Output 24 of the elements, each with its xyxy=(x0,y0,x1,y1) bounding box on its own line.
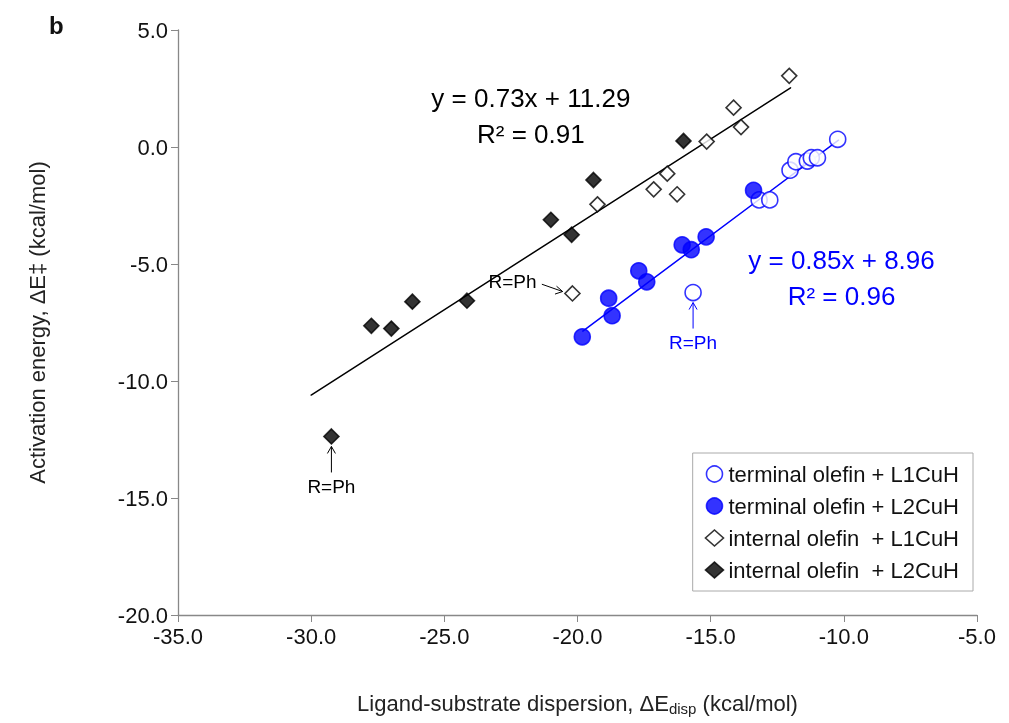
annotation: R² = 0.96 xyxy=(787,280,896,311)
legend-label: terminal olefin + L1CuH xyxy=(728,461,959,487)
legend-label: terminal olefin + L2CuH xyxy=(728,493,959,519)
y-tick-label: 0.0 xyxy=(137,134,168,160)
x-tick-label: -5.0 xyxy=(958,623,996,649)
annotation: R=Ph xyxy=(669,332,718,354)
y-tick-label: 5.0 xyxy=(137,17,168,43)
x-tick-label: -10.0 xyxy=(818,623,869,649)
annotation: y = 0.85x + 8.96 xyxy=(748,244,935,275)
x-tick-label: -30.0 xyxy=(286,623,337,649)
annotation: R=Ph xyxy=(307,475,356,497)
chart-title: b xyxy=(49,11,64,39)
x-tick-label: -25.0 xyxy=(419,623,470,649)
annotation: R=Ph xyxy=(488,270,537,292)
y-tick-label: -15.0 xyxy=(117,485,168,511)
y-tick-label: -10.0 xyxy=(117,368,168,394)
legend-label: internal olefin + L1CuH xyxy=(728,525,959,551)
y-tick-label: -5.0 xyxy=(130,251,168,277)
x-tick-label: -15.0 xyxy=(685,623,736,649)
annotation: R² = 0.91 xyxy=(477,118,585,149)
y-axis-title: Activation energy, ΔE‡ (kcal/mol) xyxy=(24,161,50,484)
x-tick-label: -20.0 xyxy=(552,623,603,649)
legend-label: internal olefin + L2CuH xyxy=(728,557,959,583)
annotation: y = 0.73x + 11.29 xyxy=(431,82,631,113)
